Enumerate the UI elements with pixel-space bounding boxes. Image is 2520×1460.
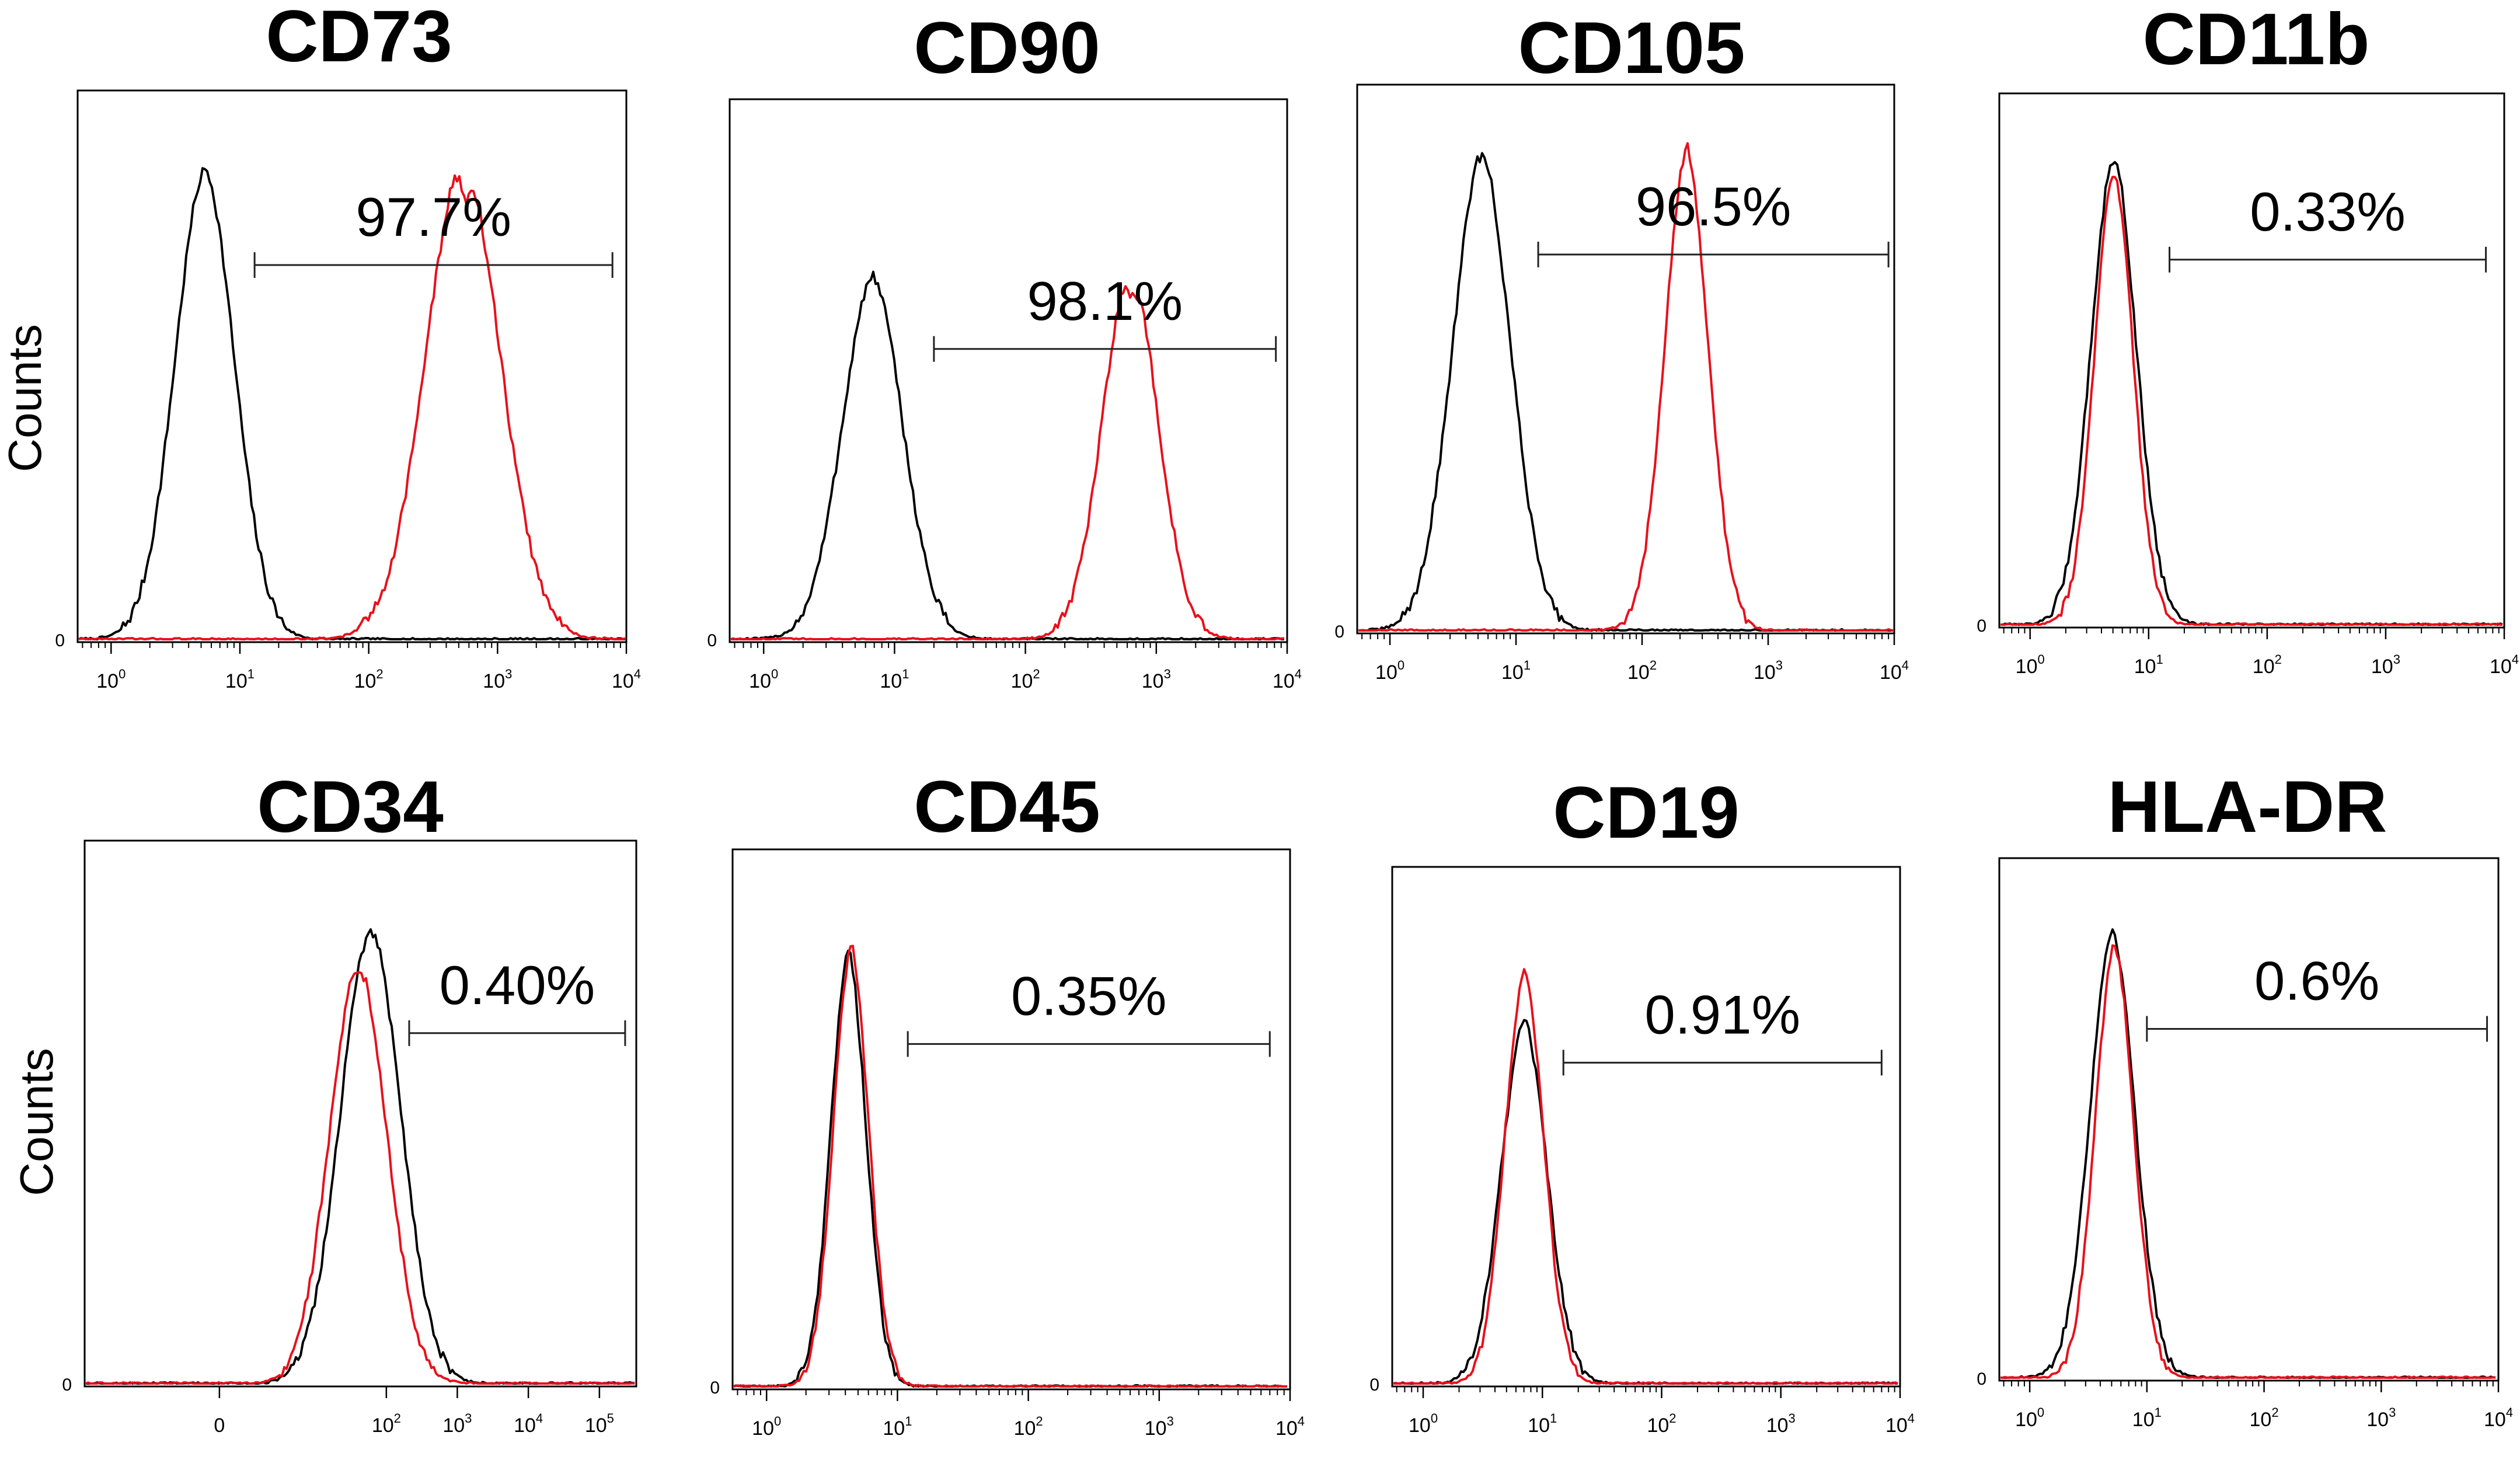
plot-frame — [1998, 92, 2505, 629]
x-tick-label: 103 — [2371, 652, 2400, 678]
gate-percentage: 0.91% — [1645, 984, 1801, 1045]
gate-percentage: 0.6% — [2254, 950, 2379, 1011]
isotype-control-curve — [1358, 152, 1893, 632]
marker-curve — [85, 971, 635, 1385]
y-tick-label: 0 — [707, 631, 717, 650]
x-tick-label: 101 — [1501, 658, 1531, 684]
isotype-control-curve — [78, 167, 626, 640]
x-tick-label: 102 — [1647, 1411, 1676, 1437]
x-tick-label: 102 — [2253, 652, 2282, 678]
x-tick-label: 105 — [585, 1411, 614, 1437]
x-tick-label: 101 — [225, 667, 255, 692]
panel-title: CD19 — [1553, 772, 1740, 853]
x-tick-label: 103 — [2366, 1405, 2396, 1431]
x-tick-label: 100 — [2015, 1405, 2044, 1431]
histogram-panel-cd73: CD73 97.7% 0 100 101 102 103 104 — [55, 0, 641, 692]
plot-frame — [1356, 83, 1895, 635]
isotype-control-curve — [2000, 928, 2496, 1379]
y-tick-label: 0 — [1334, 622, 1344, 642]
x-tick-label: 102 — [1627, 658, 1657, 684]
x-tick-label: 100 — [749, 667, 778, 692]
x-tick-label: 100 — [1409, 1411, 1438, 1437]
histogram-panel-cd45: CD45 0.35% 0 100 101 102 103 104 — [710, 766, 1305, 1440]
counts-label-bottom: Counts — [11, 1048, 62, 1196]
y-tick-label: 0 — [1369, 1375, 1379, 1395]
marker-curve — [2000, 176, 2502, 626]
x-tick-label: 103 — [1766, 1411, 1796, 1437]
x-tick-label: 103 — [442, 1411, 472, 1437]
y-tick-label: 0 — [1977, 616, 1986, 636]
y-tick-label: 0 — [55, 631, 65, 650]
x-tick-label: 0 — [214, 1414, 225, 1437]
counts-label-top: Counts — [0, 324, 51, 472]
panel-title: CD90 — [914, 8, 1100, 89]
x-tick-label: 100 — [1375, 658, 1404, 684]
x-tick-label: 103 — [1142, 667, 1171, 692]
isotype-control-curve — [730, 270, 1285, 640]
histogram-panel-cd90: CD90 98.1% 0 100 101 102 103 104 — [707, 8, 1302, 692]
panel-title: HLA-DR — [2107, 766, 2387, 848]
gate-percentage: 0.33% — [2250, 181, 2406, 242]
x-tick-label: 101 — [2134, 652, 2163, 678]
x-tick-label: 102 — [2250, 1405, 2279, 1431]
x-tick-label: 100 — [96, 667, 126, 692]
marker-curve — [1393, 968, 1898, 1385]
plot-frame — [76, 89, 628, 643]
histogram-panel-cd11b: CD11b 0.33% 0 100 101 102 103 104 — [1977, 0, 2519, 678]
x-tick-label: 103 — [1754, 658, 1783, 684]
x-tick-label: 104 — [1885, 1411, 1915, 1437]
x-tick-label: 104 — [514, 1411, 543, 1437]
x-tick-label: 100 — [752, 1414, 781, 1440]
x-tick-label: 102 — [354, 667, 384, 692]
x-tick-label: 104 — [1273, 667, 1302, 692]
gate-percentage: 0.35% — [1011, 965, 1167, 1026]
x-tick-label: 101 — [880, 667, 909, 692]
panel-title: CD34 — [257, 766, 444, 848]
gate-percentage: 97.7% — [355, 186, 511, 248]
x-tick-label: 101 — [883, 1414, 912, 1440]
histogram-panel-hla-dr: HLA-DR 0.6% 0 100 101 102 103 104 — [1977, 766, 2513, 1431]
x-tick-label: 104 — [2490, 652, 2519, 678]
plot-frame — [1998, 857, 2500, 1382]
marker-curve — [2000, 944, 2496, 1379]
panel-title: CD11b — [2142, 0, 2369, 80]
isotype-control-curve — [1393, 1019, 1898, 1385]
x-tick-label: 101 — [1528, 1411, 1557, 1437]
panel-title: CD105 — [1518, 8, 1745, 89]
gate-percentage: 98.1% — [1027, 270, 1183, 332]
x-tick-label: 103 — [1145, 1414, 1174, 1440]
marker-curve — [78, 174, 626, 640]
y-tick-label: 0 — [62, 1375, 72, 1395]
y-tick-label: 0 — [710, 1378, 720, 1398]
x-tick-label: 102 — [1011, 667, 1040, 692]
panel-title: CD45 — [914, 766, 1100, 848]
x-tick-label: 101 — [2132, 1405, 2162, 1431]
x-tick-label: 103 — [483, 667, 512, 692]
plot-frame — [83, 839, 637, 1388]
marker-curve — [730, 285, 1285, 640]
plot-frame — [1391, 866, 1901, 1388]
gate-percentage: 0.40% — [440, 954, 595, 1016]
gate-percentage: 96.5% — [1636, 176, 1791, 237]
panel-title: CD73 — [266, 0, 452, 77]
x-tick-label: 104 — [2484, 1405, 2513, 1431]
y-tick-label: 0 — [1977, 1370, 1986, 1389]
x-tick-label: 102 — [372, 1411, 401, 1437]
x-tick-label: 102 — [1014, 1414, 1043, 1440]
marker-curve — [733, 945, 1288, 1388]
marker-curve — [1358, 142, 1894, 632]
plot-frame — [729, 98, 1288, 643]
histogram-panel-cd105: CD105 96.5% 0 100 101 102 103 104 — [1334, 8, 1909, 684]
x-tick-label: 104 — [612, 667, 641, 692]
plot-frame — [731, 848, 1291, 1391]
x-tick-label: 104 — [1880, 658, 1909, 684]
histogram-panel-cd34: CD34 0.40% 0 0 102 103 104 105 — [62, 766, 637, 1437]
x-tick-label: 100 — [2016, 652, 2045, 678]
x-tick-label: 104 — [1275, 1414, 1305, 1440]
histogram-panel-cd19: CD19 0.91% 0 100 101 102 103 104 — [1369, 772, 1915, 1437]
